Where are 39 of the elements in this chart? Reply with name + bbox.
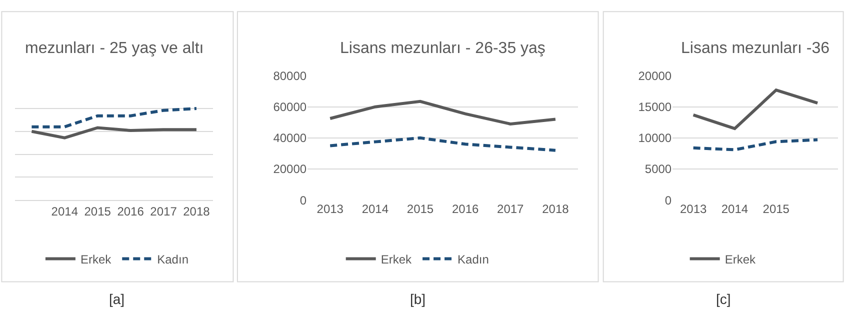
text: [a] [109,291,125,307]
x-tick-label: 2014 [721,202,748,216]
y-tick-label: 20000 [273,162,307,176]
chart-title: Lisans mezunları - 26-35 yaş [340,40,546,57]
y-tick-label: 15000 [638,100,672,114]
line-series [328,100,557,126]
x-tick-label: 2016 [117,204,144,219]
legend-label: Kadın [157,252,188,266]
y-tick-label: 0 [664,193,672,208]
x-tick-label: 2013 [680,202,707,216]
x-tick-label: 2014 [362,202,389,216]
legend-label: Kadın [458,252,489,266]
y-tick-label: 80000 [273,68,307,83]
line-series [692,88,820,130]
line-series [692,138,820,152]
y-tick-label: 40000 [273,131,307,146]
y-tick-label: 60000 [273,100,307,114]
x-tick-label: 2013 [316,202,344,216]
text: [b] [410,291,426,307]
x-tick-label: 2017 [497,202,524,216]
x-tick-label: 2015 [84,204,112,219]
x-tick-label: 2016 [452,202,479,216]
line-series [328,136,557,152]
chart-title: Lisans mezunları -36 [681,40,830,57]
x-tick-label: 2014 [51,204,78,219]
y-tick-label: 5000 [644,162,672,176]
y-tick-label: 20000 [638,68,672,83]
x-tick-label: 2018 [183,204,210,219]
x-tick-label: 2015 [762,202,790,216]
y-tick-label: 10000 [638,131,672,146]
x-tick-label: 2017 [150,204,178,219]
legend-label: Erkek [724,252,756,266]
legend-label: Erkek [80,252,112,266]
y-tick-label: 0 [300,193,307,208]
text: [c] [716,291,731,307]
x-tick-label: 2018 [542,202,570,216]
chart-title: mezunları - 25 yaş ve altı [25,40,204,57]
legend-label: Erkek [380,252,413,266]
x-tick-label: 2015 [406,202,434,216]
